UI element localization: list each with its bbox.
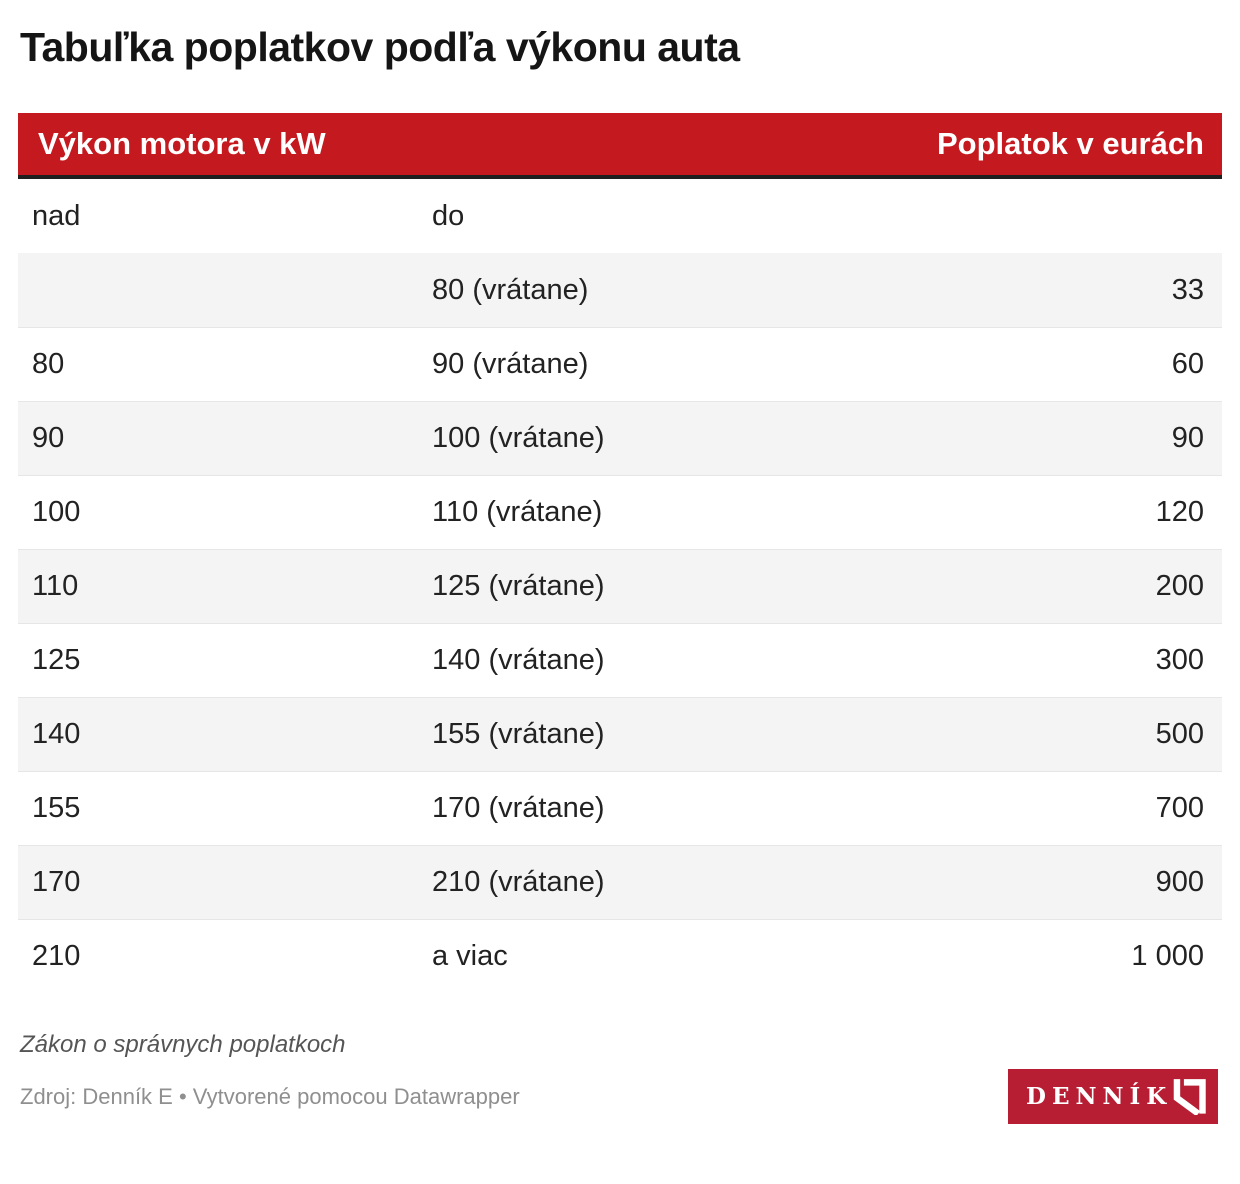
table-row: 155 170 (vrátane) 700 [18,771,1222,845]
cell-nad: 110 [32,570,79,603]
table-row: 210 a viac 1 000 [18,919,1222,993]
source-attribution: Zdroj: Denník E • Vytvorené pomocou Data… [20,1083,520,1109]
table-body: 80 (vrátane) 33 80 90 (vrátane) 60 90 10… [18,253,1222,993]
page-title: Tabuľka poplatkov podľa výkonu auta [20,24,740,70]
table-row: 80 90 (vrátane) 60 [18,327,1222,401]
fees-table: Výkon motora v kW Poplatok v eurách nad … [18,113,1222,993]
cell-nad: 210 [32,940,81,973]
subheader-do-label: do [432,199,465,232]
dennik-n-icon [1174,1078,1206,1115]
cell-poplatok: 60 [1171,348,1204,381]
table-row: 80 (vrátane) 33 [18,253,1222,328]
table-row: 90 100 (vrátane) 90 [18,401,1222,476]
chart-container: Tabuľka poplatkov podľa výkonu auta Výko… [0,24,1240,1125]
cell-poplatok: 120 [1155,496,1204,529]
cell-nad: 80 [32,348,65,381]
table-subheader-row: nad do [18,179,1222,253]
subheader-nad-label: nad [32,199,81,232]
dennik-n-wordmark: DENNÍK [1026,1083,1173,1111]
cell-do: 90 (vrátane) [432,348,589,381]
cell-do: 170 (vrátane) [432,792,605,825]
cell-nad: 155 [32,792,81,825]
cell-do: 110 (vrátane) [432,496,603,529]
cell-do: 100 (vrátane) [432,422,605,455]
cell-poplatok: 90 [1171,422,1204,455]
cell-nad: 170 [32,866,81,899]
table-row: 170 210 (vrátane) 900 [18,845,1222,920]
table-row: 125 140 (vrátane) 300 [18,623,1222,697]
cell-do: 210 (vrátane) [432,866,605,899]
cell-poplatok: 33 [1171,273,1204,306]
table-row: 100 110 (vrátane) 120 [18,475,1222,549]
cell-nad: 100 [32,496,81,529]
cell-do: a viac [432,940,508,973]
cell-do: 125 (vrátane) [432,570,605,603]
cell-poplatok: 1 000 [1131,940,1204,973]
footer-row: Zdroj: Denník E • Vytvorené pomocou Data… [18,1069,1222,1125]
table-row: 140 155 (vrátane) 500 [18,697,1222,772]
dennik-n-logo: DENNÍK [1008,1069,1218,1125]
table-row: 110 125 (vrátane) 200 [18,549,1222,624]
cell-do: 140 (vrátane) [432,644,605,677]
table-header: Výkon motora v kW Poplatok v eurách [18,113,1222,180]
cell-nad: 140 [32,718,81,751]
table-header-right-label: Poplatok v eurách [936,126,1204,162]
footnote: Zákon o správnych poplatkoch [20,1031,346,1059]
cell-poplatok: 500 [1155,718,1204,751]
cell-poplatok: 200 [1155,570,1204,603]
cell-poplatok: 300 [1155,644,1204,677]
cell-poplatok: 700 [1155,792,1204,825]
cell-do: 155 (vrátane) [432,718,605,751]
table-header-left-label: Výkon motora v kW [38,126,326,162]
cell-nad: 125 [32,644,81,677]
cell-do: 80 (vrátane) [432,273,589,306]
cell-poplatok: 900 [1155,866,1204,899]
cell-nad: 90 [32,422,65,455]
